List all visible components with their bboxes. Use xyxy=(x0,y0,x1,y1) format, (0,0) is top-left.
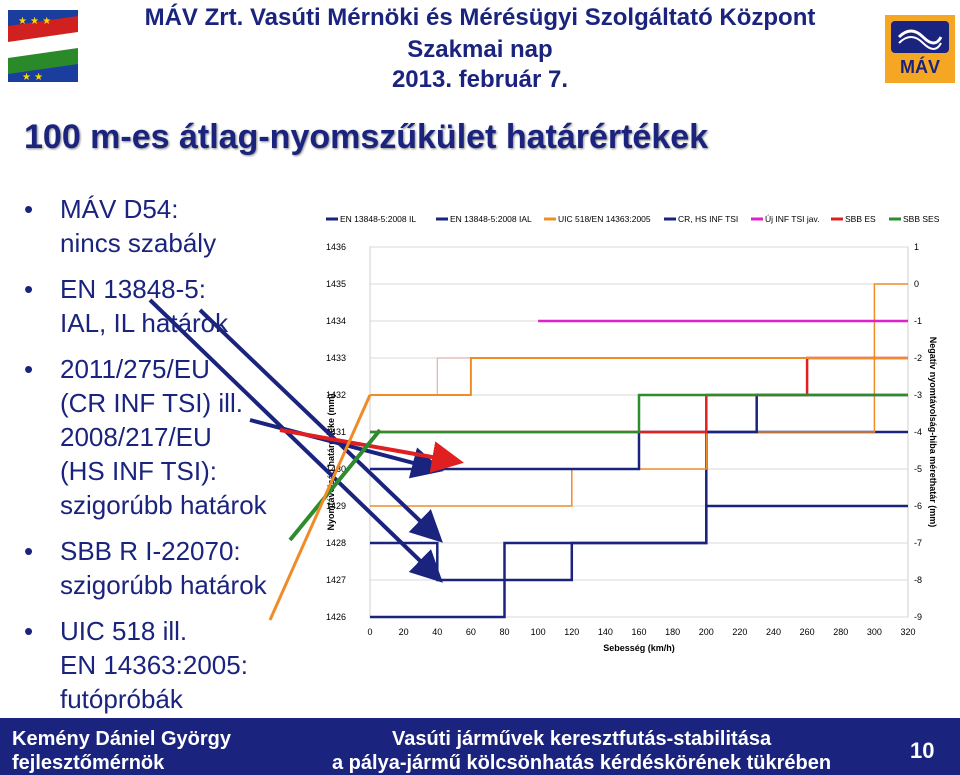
footer-topic-1: Vasúti járművek keresztfutás-stabilitása xyxy=(392,728,772,750)
legend-entry: SBB SES xyxy=(903,214,940,224)
x-tick-label: 220 xyxy=(732,627,747,637)
page-number: 10 xyxy=(910,738,935,763)
arrow-navy xyxy=(148,298,443,583)
y-right-tick-label: -6 xyxy=(914,501,922,511)
legend-entry: CR, HS INF TSI xyxy=(678,214,738,224)
arrow-navy xyxy=(198,308,443,543)
footer-author: Kemény Dániel György xyxy=(12,728,231,750)
y-right-tick-label: 1 xyxy=(914,242,919,252)
y-right-axis-label: Negatív nyomtávolság-hiba mérethatár (mm… xyxy=(928,337,938,528)
header-date: 2013. február 7. xyxy=(391,66,569,93)
bullet-line: SBB R I-22070: xyxy=(60,536,241,566)
header-line-1: MÁV Zrt. Vasúti Mérnöki és Mérésügyi Szo… xyxy=(144,4,816,31)
x-tick-label: 120 xyxy=(564,627,579,637)
y-right-tick-label: -3 xyxy=(914,390,922,400)
x-tick-label: 60 xyxy=(466,627,476,637)
bullet-item: 2011/275/EU (CR INF TSI) ill. 2008/217/EU (… xyxy=(22,352,322,522)
bullet-line: 2008/217/EU xyxy=(60,422,212,452)
y-tick-label: 1428 xyxy=(326,538,346,548)
bullet-line: IAL, IL határok xyxy=(60,308,229,338)
x-tick-label: 0 xyxy=(367,627,372,637)
x-tick-label: 320 xyxy=(900,627,915,637)
bullet-line: futópróbák xyxy=(60,684,183,714)
legend-entry: SBB ES xyxy=(845,214,876,224)
x-tick-label: 100 xyxy=(531,627,546,637)
y-tick-label: 1435 xyxy=(326,279,346,289)
x-tick-label: 140 xyxy=(598,627,613,637)
bullet-item: MÁV D54: nincs szabály xyxy=(22,192,322,260)
y-right-tick-label: -9 xyxy=(914,612,922,622)
arrow-navy xyxy=(249,418,444,479)
y-tick-label: 1434 xyxy=(326,316,346,326)
y-tick-label: 1433 xyxy=(326,353,346,363)
y-right-tick-label: -5 xyxy=(914,464,922,474)
x-tick-label: 80 xyxy=(499,627,509,637)
y-right-tick-label: -1 xyxy=(914,316,922,326)
x-tick-label: 240 xyxy=(766,627,781,637)
slide-title: 100 m-es átlag-nyomszűkület határértékek xyxy=(24,118,709,156)
bullet-line: (CR INF TSI) ill. xyxy=(60,388,243,418)
x-tick-label: 200 xyxy=(699,627,714,637)
x-tick-label: 40 xyxy=(432,627,442,637)
y-right-tick-label: 0 xyxy=(914,279,919,289)
svg-text:★ ★: ★ ★ xyxy=(22,72,43,82)
bullet-line: (HS INF TSI): xyxy=(60,456,217,486)
bullet-line: szigorúbb határok xyxy=(60,490,267,520)
slide-header: ★ ★ ★ ★ ★ MÁV Zrt. Vasúti Mérnöki és Mér… xyxy=(0,0,960,100)
series-line xyxy=(370,283,908,507)
header-line-2: Szakmai nap xyxy=(407,36,553,63)
svg-text:★ ★ ★: ★ ★ ★ xyxy=(18,16,51,27)
series-line xyxy=(370,393,908,434)
legend-entry: UIC 518/EN 14363:2005 xyxy=(558,214,651,224)
y-right-tick-label: -7 xyxy=(914,538,922,548)
y-tick-label: 1427 xyxy=(326,575,346,585)
y-tick-label: 1426 xyxy=(326,612,346,622)
bullet-item: SBB R I-22070: szigorúbb határok xyxy=(22,534,322,602)
footer-bar: Kemény Dániel György fejlesztőmérnök Vas… xyxy=(0,718,960,775)
x-axis-label: Sebesség (km/h) xyxy=(603,643,675,653)
bullet-line: EN 14363:2005: xyxy=(60,650,248,680)
eu-hungary-flag-icon: ★ ★ ★ ★ ★ xyxy=(8,10,78,82)
bullet-line: MÁV D54: xyxy=(60,194,179,224)
mav-logo-text: MÁV xyxy=(900,57,940,77)
arrow-orange xyxy=(268,394,372,621)
y-tick-label: 1431 xyxy=(326,427,346,437)
arrow-red xyxy=(279,428,464,473)
y-right-tick-label: -8 xyxy=(914,575,922,585)
y-right-tick-label: -2 xyxy=(914,353,922,363)
legend-entry: Új INF TSI jav. xyxy=(765,214,819,224)
x-tick-label: 180 xyxy=(665,627,680,637)
arrow-green xyxy=(288,428,382,542)
footer-topic-2: a pálya-jármű kölcsönhatás kérdéskörének… xyxy=(332,752,832,774)
x-tick-label: 280 xyxy=(833,627,848,637)
bullet-line: EN 13848-5: xyxy=(60,274,206,304)
legend-entry: EN 13848-5:2008 IL xyxy=(340,214,416,224)
y-tick-label: 1429 xyxy=(326,501,346,511)
y-tick-label: 1436 xyxy=(326,242,346,252)
x-tick-label: 20 xyxy=(399,627,409,637)
x-tick-label: 160 xyxy=(631,627,646,637)
mav-logo: MÁV xyxy=(885,15,955,83)
bullet-line: 2011/275/EU xyxy=(60,354,210,384)
series-line xyxy=(370,357,908,396)
bullet-line: nincs szabály xyxy=(60,228,217,258)
y-right-tick-label: -4 xyxy=(914,427,922,437)
y-tick-label: 1432 xyxy=(326,390,346,400)
mav-logo-icon xyxy=(891,21,949,53)
bullet-item: EN 13848-5: IAL, IL határok xyxy=(22,272,322,340)
x-tick-label: 300 xyxy=(867,627,882,637)
bullet-line: szigorúbb határok xyxy=(60,570,267,600)
y-axis-label: Nyomtávolság határértéke (mm) xyxy=(326,393,336,530)
legend-entry: EN 13848-5:2008 IAL xyxy=(450,214,532,224)
x-tick-label: 260 xyxy=(800,627,815,637)
footer-author-role: fejlesztőmérnök xyxy=(12,752,165,774)
bullet-line: UIC 518 ill. xyxy=(60,616,188,646)
